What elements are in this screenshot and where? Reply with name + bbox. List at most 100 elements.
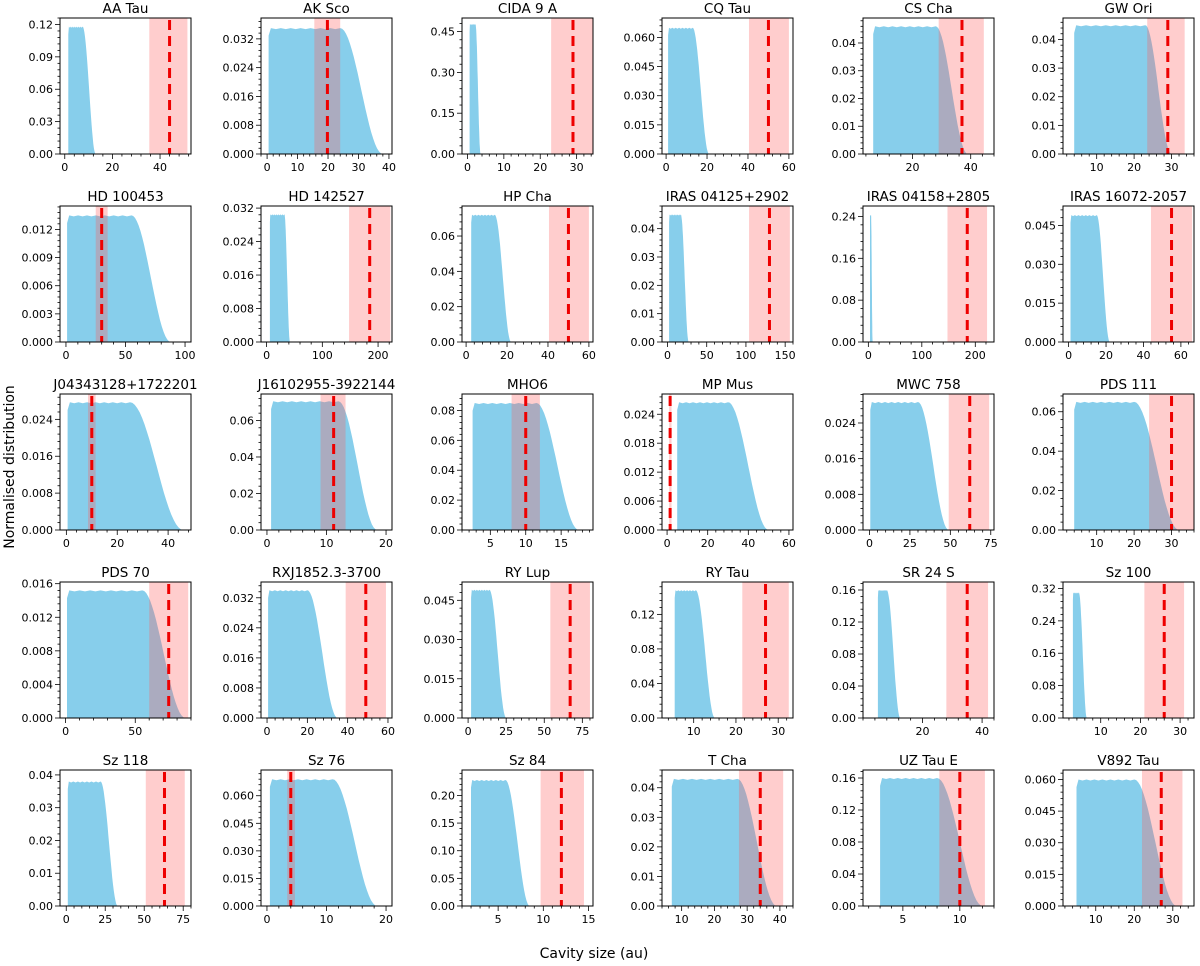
y-tick-label: 0.15 <box>431 817 456 830</box>
x-tick-label: 10 <box>320 537 334 550</box>
x-tick-label: 20 <box>379 913 393 926</box>
y-tick-label: 0.03 <box>29 116 54 129</box>
x-tick-label: 100 <box>911 349 932 362</box>
y-tick-label: 0.03 <box>29 802 54 815</box>
axes-frame <box>461 581 594 719</box>
x-tick-label: 20 <box>1127 913 1141 926</box>
y-tick-label: 0.12 <box>832 804 857 817</box>
y-tick-label: 0.00 <box>1032 712 1057 725</box>
panel-plot-area <box>471 770 584 906</box>
y-tick-label: 0.01 <box>29 867 54 880</box>
x-tick-label: 20 <box>1099 349 1113 362</box>
x-tick-label: 20 <box>729 725 743 738</box>
panel-title: PDS 70 <box>101 565 150 581</box>
histogram <box>67 402 184 530</box>
axes-frame <box>59 393 192 531</box>
y-tick-label: 0.00 <box>230 524 255 537</box>
y-tick-label: 0.06 <box>431 230 456 243</box>
y-tick-label: 0.045 <box>1025 805 1057 818</box>
x-tick-label: 50 <box>119 349 133 362</box>
panel-title: Sz 84 <box>509 753 546 769</box>
panel: 5 10 0.00 0.04 0.08 0.12 0.16 UZ Tau E <box>832 753 995 926</box>
y-tick-label: 0.02 <box>1032 485 1057 498</box>
x-tick-label: 40 <box>741 537 755 550</box>
panel-plot-area <box>268 582 386 718</box>
y-tick-label: 0.00 <box>431 148 456 161</box>
y-tick-label: 0.008 <box>22 645 54 658</box>
x-tick-label: 20 <box>379 537 393 550</box>
x-tick-label: 75 <box>176 913 190 926</box>
histogram <box>269 779 378 906</box>
x-tick-label: 0 <box>264 161 271 174</box>
x-tick-label: 15 <box>581 913 595 926</box>
panel: 0 20 40 60 0.000 0.015 0.030 0.045 0.060 CQ Tau <box>624 1 796 174</box>
y-tick-label: 0.01 <box>631 308 656 321</box>
y-tick-label: 0.01 <box>631 870 656 883</box>
y-tick-label: 0.20 <box>431 789 456 802</box>
y-tick-label: 0.03 <box>631 251 656 264</box>
x-tick-label: 40 <box>341 725 355 738</box>
panel-title: MHO6 <box>507 377 548 393</box>
y-tick-label: 0.00 <box>431 336 456 349</box>
histogram <box>68 26 96 154</box>
x-tick-label: 40 <box>975 725 989 738</box>
panel: 0 100 200 0.000 0.008 0.016 0.024 0.032 HD 14252… <box>223 189 393 362</box>
panel: 0 25 50 75 0.000 0.015 0.030 0.045 RY Lup <box>424 565 594 738</box>
histogram <box>1070 215 1110 342</box>
y-axis-label: Normalised distribution <box>2 385 18 549</box>
x-tick-label: 20 <box>1133 725 1147 738</box>
y-tick-label: 0.006 <box>22 280 54 293</box>
x-tick-label: 30 <box>1173 725 1187 738</box>
panel-title: AA Tau <box>103 1 149 17</box>
panel-title: RY Lup <box>505 565 550 581</box>
histogram <box>268 28 383 154</box>
x-tick-label: 25 <box>903 537 917 550</box>
panel: 0 10 20 0.00 0.02 0.04 0.06 J16102955-3922144 <box>230 377 396 550</box>
x-tick-label: 40 <box>1136 349 1150 362</box>
x-tick-label: 10 <box>687 725 701 738</box>
y-tick-label: 0.24 <box>1032 615 1057 628</box>
axes-frame <box>260 581 393 719</box>
panel: 0 20 40 0.000 0.008 0.016 0.024 J04343128+17222… <box>22 377 198 550</box>
y-tick-label: 0.015 <box>1025 297 1057 310</box>
y-tick-label: 0.016 <box>22 450 54 463</box>
panel-title: T Cha <box>707 753 747 769</box>
y-tick-label: 0.030 <box>223 845 255 858</box>
y-tick-label: 0.00 <box>832 336 857 349</box>
y-tick-label: 0.032 <box>223 33 255 46</box>
x-tick-label: 20 <box>905 161 919 174</box>
y-tick-label: 0.012 <box>22 223 54 236</box>
y-tick-label: 0.060 <box>624 31 656 44</box>
y-tick-label: 0.016 <box>223 269 255 282</box>
y-tick-label: 0.016 <box>223 652 255 665</box>
y-tick-label: 0.03 <box>631 811 656 824</box>
x-tick-label: 150 <box>775 349 796 362</box>
panel: 0 10 20 30 0.00 0.15 0.30 0.45 CIDA 9 A <box>431 1 594 174</box>
histogram <box>471 214 512 342</box>
y-tick-label: 0.02 <box>631 841 656 854</box>
x-tick-label: 0 <box>263 349 270 362</box>
x-tick-label: 40 <box>773 913 787 926</box>
y-tick-label: 0.000 <box>624 524 656 537</box>
x-tick-label: 10 <box>497 161 511 174</box>
panel-title: Sz 100 <box>1106 565 1152 581</box>
y-tick-label: 0.000 <box>223 148 255 161</box>
y-tick-label: 0.024 <box>223 622 255 635</box>
panel-title: RXJ1852.3-3700 <box>272 565 381 581</box>
y-tick-label: 0.000 <box>424 712 456 725</box>
panel: 0 20 40 60 0.000 0.006 0.012 0.018 0.024 MP Mus <box>624 377 796 550</box>
y-tick-label: 0.15 <box>431 107 456 120</box>
panel: 20 40 0.00 0.04 0.08 0.12 0.16 SR 24 S <box>832 565 995 738</box>
panel-title: GW Ori <box>1104 1 1152 17</box>
y-tick-label: 0.08 <box>631 643 656 656</box>
x-tick-label: 100 <box>735 349 756 362</box>
panel-plot-area <box>674 582 789 718</box>
y-tick-label: 0.16 <box>832 252 857 265</box>
y-tick-label: 0.04 <box>29 769 54 782</box>
x-tick-label: 200 <box>965 349 986 362</box>
y-tick-label: 0.04 <box>631 677 656 690</box>
x-tick-label: 20 <box>701 537 715 550</box>
x-tick-label: 40 <box>382 161 396 174</box>
histogram <box>671 778 777 906</box>
y-tick-label: 0.00 <box>29 148 54 161</box>
